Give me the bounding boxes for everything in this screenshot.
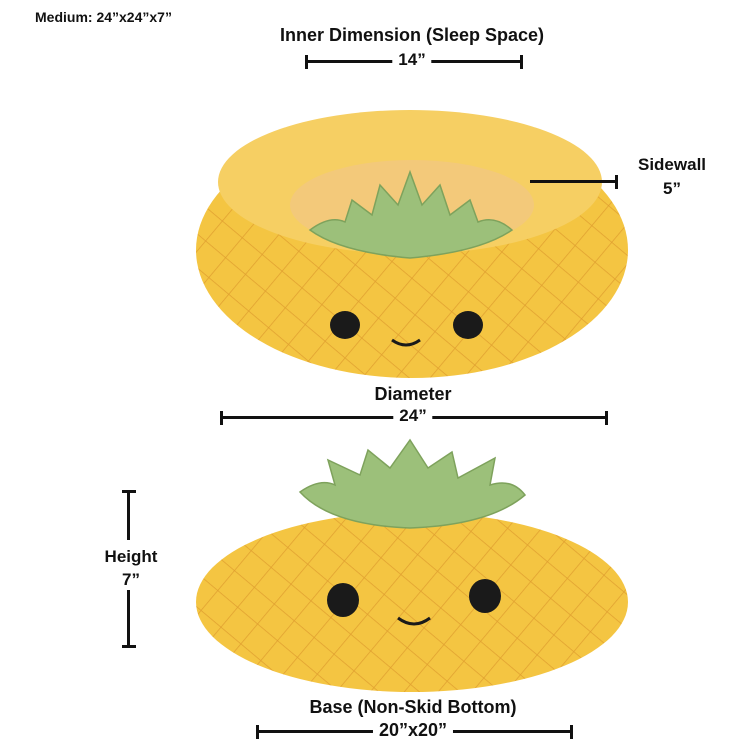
height-title: Height [104,547,158,566]
height-value: 7” [122,570,140,589]
diameter-value: 24” [393,406,433,426]
smile [397,616,431,626]
inner-dimension-title: Inner Dimension (Sleep Space) [279,25,545,45]
base-value: 20”x20” [372,720,454,741]
smile [391,338,421,347]
sidewall-title: Sidewall [637,155,707,174]
leaf-crown-icon [308,169,514,259]
base-title: Base (Non-Skid Bottom) [309,697,517,717]
inner-dimension-line: 14” [305,50,523,70]
leaf-crown-icon [298,438,527,529]
bed-top-view [196,110,628,378]
right-eye [469,579,501,613]
size-label: Medium: 24”x24”x7” [35,9,172,25]
diameter-line: 24” [220,406,608,426]
left-eye [330,311,360,339]
bed-side-view [196,438,628,692]
left-eye [327,583,359,617]
diameter-title: Diameter [374,384,452,404]
inner-dimension-value: 14” [392,50,432,70]
sidewall-line [530,175,618,189]
right-eye [453,311,483,339]
sidewall-value: 5” [663,179,681,198]
base-line: 20”x20” [256,720,573,741]
bed-side-wall [196,512,628,692]
